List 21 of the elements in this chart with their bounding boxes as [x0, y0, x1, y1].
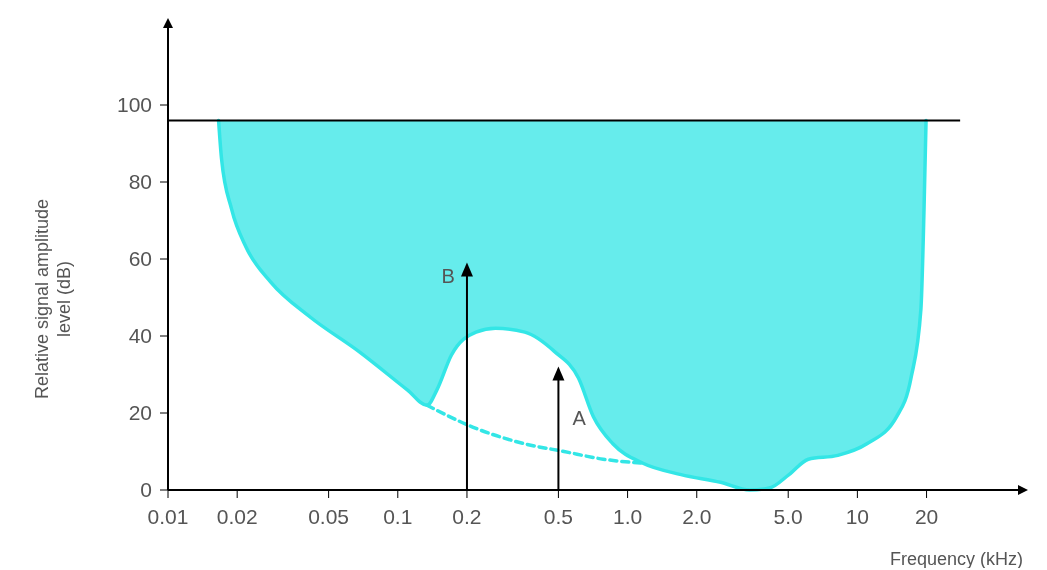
y-tick-label: 40 — [128, 324, 152, 347]
series-label: A — [572, 406, 587, 429]
x-tick-label: 0.2 — [452, 505, 482, 528]
y-tick-label: 80 — [128, 170, 152, 193]
x-tick-label: 0.02 — [216, 505, 258, 528]
x-tick-label: 20 — [914, 505, 939, 528]
x-axis-title: Frequency (kHz) — [889, 549, 1023, 569]
x-tick-label: 0.01 — [147, 505, 189, 528]
x-tick-label: 10 — [845, 505, 870, 528]
x-tick-label: 0.05 — [308, 505, 350, 528]
x-tick-label: 1.0 — [612, 505, 643, 528]
x-tick-label: 0.1 — [383, 505, 413, 528]
x-tick-label: 0.5 — [543, 505, 574, 528]
y-tick-label: 20 — [128, 401, 152, 424]
series-label: B — [441, 264, 455, 287]
y-tick-label: 100 — [116, 93, 152, 116]
y-tick-label: 0 — [140, 478, 152, 501]
y-axis-title: Relative signal amplitude level (dB) — [32, 198, 74, 400]
y-tick-label: 60 — [128, 247, 152, 270]
x-tick-label: 5.0 — [773, 505, 803, 528]
x-tick-label: 2.0 — [682, 505, 712, 528]
